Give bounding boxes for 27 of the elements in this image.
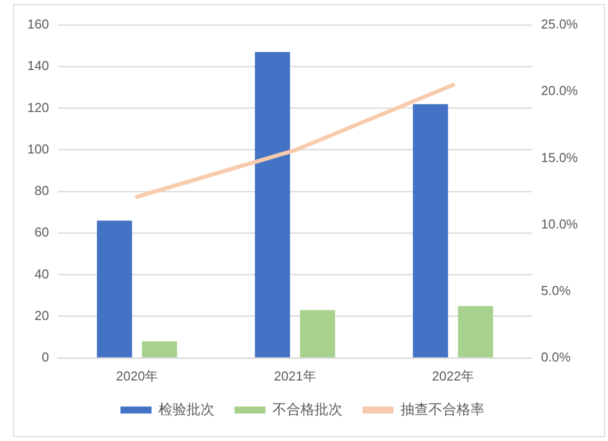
x-tick-label: 2022年 [432,368,474,384]
bar [300,310,336,358]
legend-label: 不合格批次 [272,400,342,417]
y-tick-label: 120 [27,100,49,115]
y2-tick-label: 10.0% [541,216,578,232]
y2-tick-label: 25.0% [541,16,578,32]
bar [254,52,290,358]
bar [96,220,132,358]
x-tick-label: 2021年 [274,368,316,384]
y-tick-label: 40 [34,266,49,282]
y2-tick-label: 0.0% [541,350,572,365]
y-tick-label: 100 [27,141,49,156]
y-tick-label: 80 [34,183,49,198]
y2-tick-label: 20.0% [541,83,578,98]
bar [458,306,494,358]
x-tick-label: 2020年 [116,368,158,384]
bar [142,341,178,358]
y-tick-label: 60 [34,224,49,240]
y-tick-label: 140 [27,58,49,74]
legend-label: 检验批次 [158,400,214,417]
y-tick-label: 160 [27,16,49,32]
bar [412,104,448,358]
y2-tick-label: 15.0% [541,150,578,165]
y-tick-label: 20 [34,308,49,323]
legend-label: 抽查不合格率 [400,400,484,417]
y-tick-label: 0 [42,350,49,365]
y2-tick-label: 5.0% [541,282,572,298]
